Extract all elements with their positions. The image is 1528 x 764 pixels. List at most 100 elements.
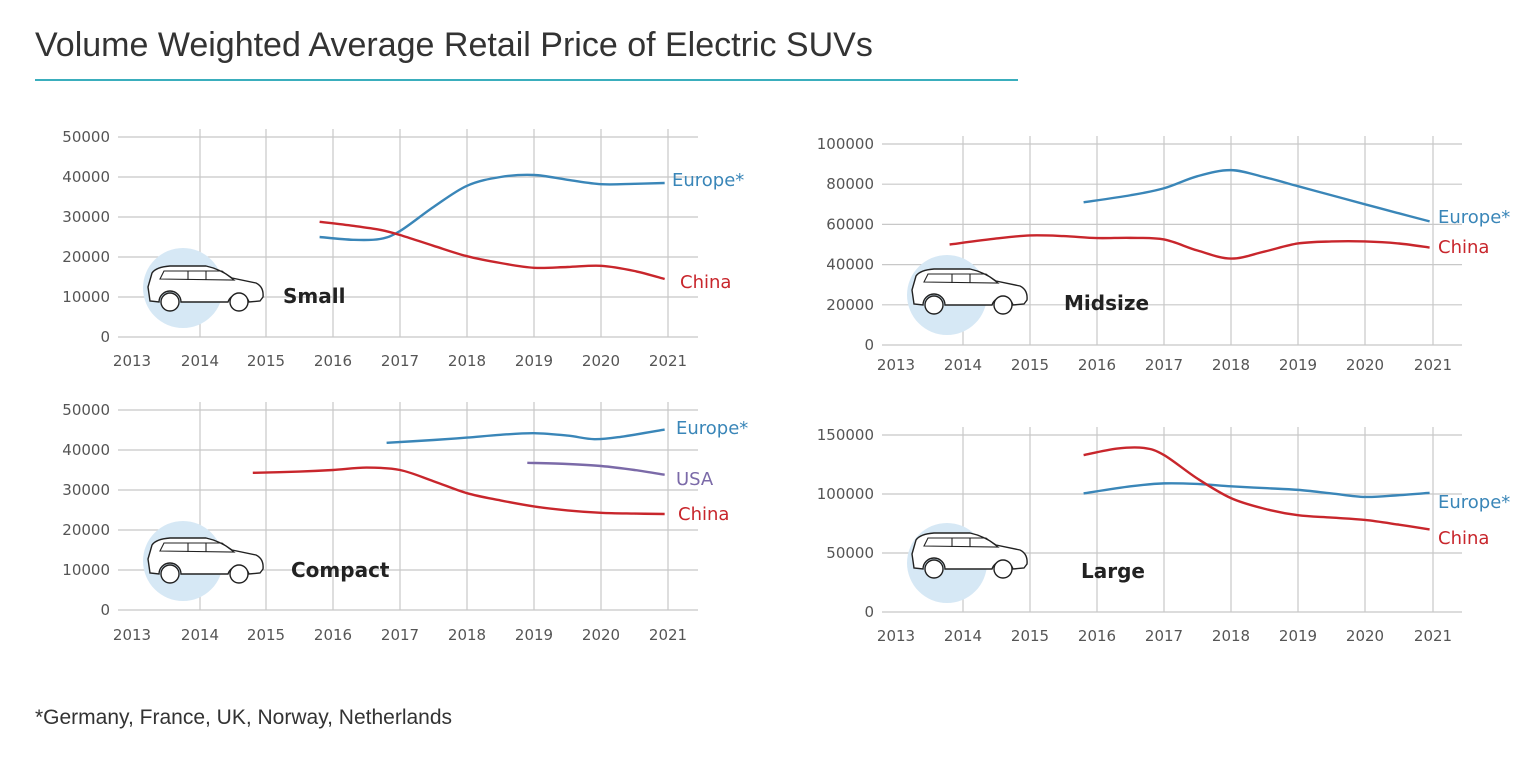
segment-label: Small xyxy=(283,284,345,308)
x-tick-label: 2015 xyxy=(247,352,285,370)
x-tick-label: 2015 xyxy=(1011,356,1049,374)
y-tick-label: 40000 xyxy=(62,441,110,459)
x-tick-label: 2019 xyxy=(515,352,553,370)
series-line-europe xyxy=(319,173,665,242)
x-tick-label: 2019 xyxy=(1279,356,1317,374)
series-label-china: China xyxy=(680,272,731,293)
x-tick-label: 2015 xyxy=(247,626,285,644)
x-tick-label: 2020 xyxy=(1346,356,1384,374)
series-line-europe xyxy=(1083,168,1430,223)
y-tick-label: 50000 xyxy=(62,128,110,146)
series-label-europe: Europe* xyxy=(1438,207,1510,228)
series-label-europe: Europe* xyxy=(1438,492,1510,513)
car-wheel xyxy=(160,564,180,584)
x-tick-label: 2016 xyxy=(1078,627,1116,645)
series-line-europe xyxy=(386,428,665,444)
series-line-china xyxy=(252,466,665,516)
suv-car-icon xyxy=(147,537,264,584)
chart-large: 0 50000 100000 150000 2013 2014 2015 2016 2017 20… xyxy=(817,426,1511,645)
y-tick-label: 0 xyxy=(100,601,110,619)
y-tick-label: 20000 xyxy=(62,248,110,266)
car-windows xyxy=(159,542,236,553)
y-tick-label: 40000 xyxy=(62,168,110,186)
segment-label: Compact xyxy=(291,558,390,582)
y-tick-label: 150000 xyxy=(817,426,874,444)
x-tick-label: 2020 xyxy=(582,352,620,370)
chart-midsize: 0 20000 40000 60000 80000 100000 2013 2014 2015 2… xyxy=(817,135,1511,374)
y-tick-label: 0 xyxy=(100,328,110,346)
x-tick-label: 2017 xyxy=(1145,356,1183,374)
y-tick-label: 0 xyxy=(864,603,874,621)
segment-label: Large xyxy=(1081,559,1145,583)
series-line-china xyxy=(949,234,1430,260)
x-tick-label: 2013 xyxy=(877,627,915,645)
series-line-china xyxy=(1083,446,1430,531)
series-line-europe xyxy=(1083,482,1430,499)
y-tick-label: 10000 xyxy=(62,288,110,306)
x-tick-label: 2020 xyxy=(1346,627,1384,645)
car-wheel xyxy=(993,559,1013,579)
x-tick-label: 2016 xyxy=(314,626,352,644)
y-tick-label: 30000 xyxy=(62,481,110,499)
x-tick-label: 2021 xyxy=(649,626,687,644)
x-tick-label: 2018 xyxy=(1212,627,1250,645)
series-label-europe: Europe* xyxy=(676,418,748,439)
car-windows xyxy=(159,270,236,281)
x-tick-label: 2016 xyxy=(314,352,352,370)
series-label-china: China xyxy=(1438,237,1489,258)
series-line-china xyxy=(319,220,665,281)
car-wheel xyxy=(924,295,944,315)
x-tick-label: 2013 xyxy=(877,356,915,374)
x-tick-label: 2013 xyxy=(113,352,151,370)
y-tick-label: 80000 xyxy=(826,175,874,193)
y-tick-label: 50000 xyxy=(826,544,874,562)
y-tick-label: 20000 xyxy=(62,521,110,539)
y-tick-label: 50000 xyxy=(62,401,110,419)
title-underline xyxy=(35,79,1018,81)
x-tick-label: 2014 xyxy=(944,356,982,374)
series-label-china: China xyxy=(678,504,729,525)
car-windows xyxy=(923,537,1000,548)
series-label-usa: USA xyxy=(676,469,714,490)
car-body xyxy=(147,537,264,575)
suv-car-icon xyxy=(911,268,1028,315)
car-body xyxy=(147,265,264,303)
x-tick-label: 2016 xyxy=(1078,356,1116,374)
x-tick-label: 2014 xyxy=(181,626,219,644)
x-tick-label: 2021 xyxy=(1414,356,1452,374)
car-windows xyxy=(923,273,1000,284)
x-tick-label: 2017 xyxy=(381,352,419,370)
car-wheel xyxy=(924,559,944,579)
y-tick-label: 20000 xyxy=(826,296,874,314)
car-wheel xyxy=(229,292,249,312)
suv-car-icon xyxy=(147,265,264,312)
x-tick-label: 2019 xyxy=(1279,627,1317,645)
y-tick-label: 0 xyxy=(864,336,874,354)
page-title: Volume Weighted Average Retail Price of … xyxy=(35,26,873,64)
series-line-usa xyxy=(527,461,665,476)
x-tick-label: 2021 xyxy=(649,352,687,370)
series-label-europe: Europe* xyxy=(672,170,744,191)
x-tick-label: 2017 xyxy=(381,626,419,644)
chart-small: 0 10000 20000 30000 40000 50000 2013 2014 2015 20… xyxy=(62,128,744,370)
x-tick-label: 2013 xyxy=(113,626,151,644)
car-wheel xyxy=(160,292,180,312)
series-label-china: China xyxy=(1438,528,1489,549)
y-tick-label: 100000 xyxy=(817,135,874,153)
car-wheel xyxy=(229,564,249,584)
x-tick-label: 2017 xyxy=(1145,627,1183,645)
car-body xyxy=(911,532,1028,570)
x-tick-label: 2015 xyxy=(1011,627,1049,645)
x-tick-label: 2018 xyxy=(1212,356,1250,374)
suv-car-icon xyxy=(911,532,1028,579)
car-body xyxy=(911,268,1028,306)
y-tick-label: 10000 xyxy=(62,561,110,579)
x-tick-label: 2014 xyxy=(181,352,219,370)
x-tick-label: 2021 xyxy=(1414,627,1452,645)
x-tick-label: 2020 xyxy=(582,626,620,644)
x-tick-label: 2018 xyxy=(448,626,486,644)
y-tick-label: 30000 xyxy=(62,208,110,226)
y-tick-label: 40000 xyxy=(826,256,874,274)
chart-compact: 0 10000 20000 30000 40000 50000 2013 2014 2015 20… xyxy=(62,401,748,644)
